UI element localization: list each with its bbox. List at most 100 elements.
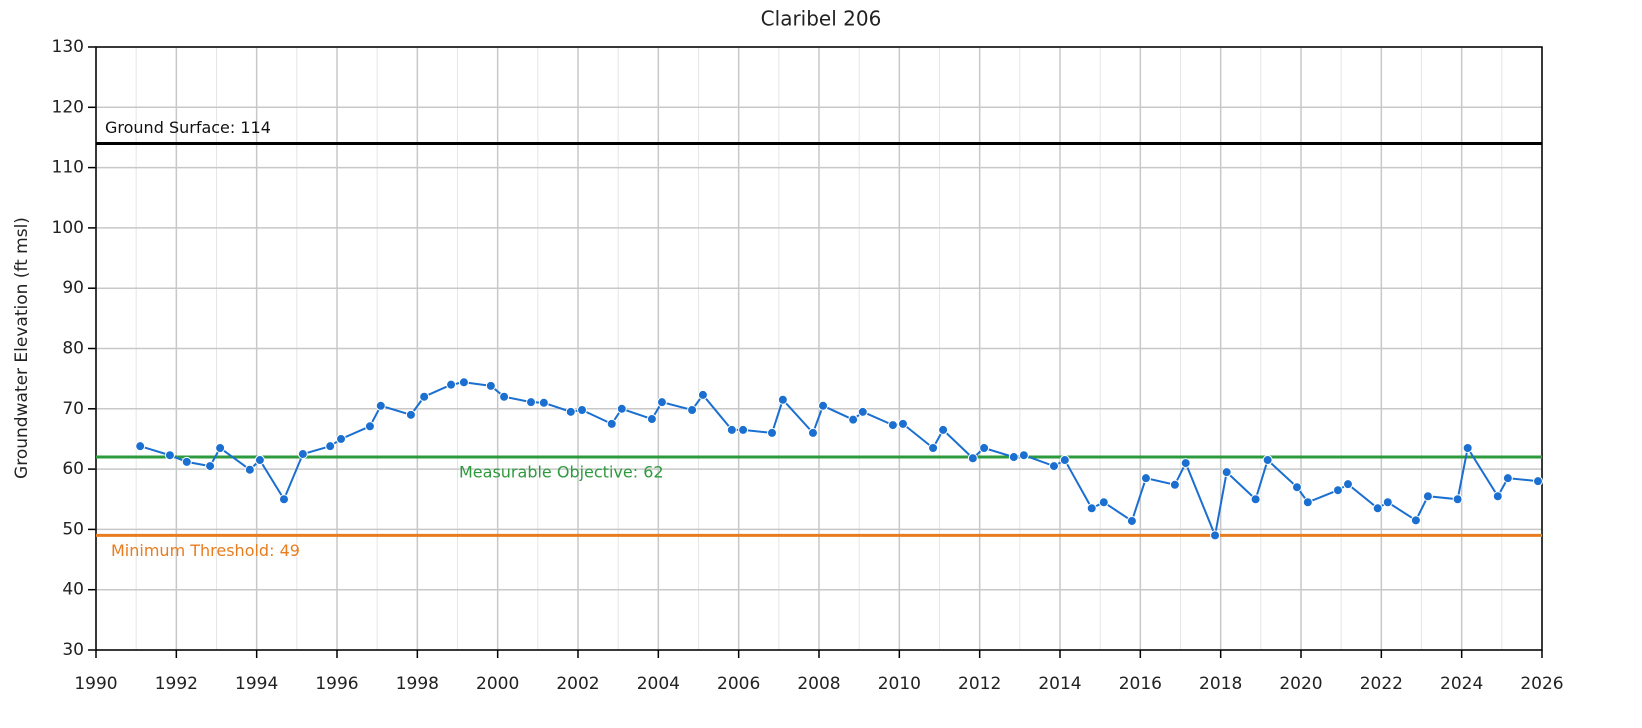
x-tick-label: 2020 bbox=[1279, 674, 1322, 694]
data-point bbox=[1532, 476, 1543, 487]
x-tick-label: 2006 bbox=[717, 674, 760, 694]
x-tick-label: 1992 bbox=[155, 674, 198, 694]
data-point bbox=[1332, 485, 1343, 496]
data-point bbox=[818, 400, 829, 411]
y-tick-label: 70 bbox=[62, 399, 84, 419]
data-point bbox=[1250, 494, 1261, 505]
data-point bbox=[164, 450, 175, 461]
data-point bbox=[767, 427, 778, 438]
x-tick-label: 2024 bbox=[1440, 674, 1483, 694]
data-point bbox=[1180, 458, 1191, 469]
data-point bbox=[1372, 503, 1383, 514]
data-point bbox=[1018, 450, 1029, 461]
data-point bbox=[1048, 461, 1059, 472]
data-point bbox=[857, 406, 868, 417]
data-point bbox=[375, 400, 386, 411]
data-point bbox=[1452, 494, 1463, 505]
x-tick-label: 2002 bbox=[556, 674, 599, 694]
series-line bbox=[139, 381, 1539, 539]
data-point bbox=[1140, 473, 1151, 484]
data-point bbox=[897, 418, 908, 429]
data-point bbox=[1342, 479, 1353, 490]
data-point bbox=[777, 394, 788, 405]
data-point bbox=[485, 380, 496, 391]
data-point bbox=[405, 409, 416, 420]
data-point bbox=[979, 442, 990, 453]
data-point bbox=[181, 456, 192, 467]
data-point bbox=[364, 421, 375, 432]
y-tick-label: 120 bbox=[52, 97, 84, 117]
x-tick-label: 2022 bbox=[1360, 674, 1403, 694]
data-point bbox=[848, 414, 859, 425]
data-point bbox=[656, 397, 667, 408]
data-point bbox=[1210, 530, 1221, 541]
x-tick-label: 1998 bbox=[396, 674, 439, 694]
data-point bbox=[1302, 497, 1313, 508]
reference-label: Minimum Threshold: 49 bbox=[111, 541, 300, 560]
data-point bbox=[325, 441, 336, 452]
x-tick-label: 2018 bbox=[1199, 674, 1242, 694]
data-point bbox=[278, 494, 289, 505]
data-point bbox=[606, 418, 617, 429]
data-point bbox=[1262, 455, 1273, 466]
data-point bbox=[1098, 497, 1109, 508]
data-point bbox=[646, 414, 657, 425]
data-point bbox=[565, 406, 576, 417]
data-point bbox=[526, 397, 537, 408]
data-point bbox=[1221, 467, 1232, 478]
data-point bbox=[1492, 491, 1503, 502]
data-point bbox=[336, 433, 347, 444]
data-point bbox=[538, 397, 549, 408]
reference-label: Measurable Objective: 62 bbox=[459, 463, 664, 482]
data-point bbox=[726, 424, 737, 435]
data-point bbox=[1382, 497, 1393, 508]
data-point bbox=[135, 441, 146, 452]
chart-title: Claribel 206 bbox=[761, 7, 882, 31]
data-point bbox=[215, 442, 226, 453]
data-point bbox=[458, 377, 469, 388]
data-point bbox=[1502, 473, 1513, 484]
x-tick-label: 2014 bbox=[1038, 674, 1081, 694]
data-point bbox=[1126, 515, 1137, 526]
y-tick-label: 30 bbox=[62, 640, 84, 660]
plot-frame bbox=[95, 46, 1543, 651]
x-tick-label: 2012 bbox=[958, 674, 1001, 694]
data-point bbox=[205, 461, 216, 472]
x-tick-label: 2000 bbox=[476, 674, 519, 694]
data-point bbox=[1169, 479, 1180, 490]
data-point bbox=[1462, 442, 1473, 453]
data-point bbox=[616, 403, 627, 414]
data-point bbox=[697, 389, 708, 400]
x-tick-label: 2016 bbox=[1119, 674, 1162, 694]
y-tick-label: 40 bbox=[62, 580, 84, 600]
y-tick-label: 50 bbox=[62, 519, 84, 539]
data-point bbox=[297, 449, 308, 460]
y-tick-label: 100 bbox=[52, 218, 84, 238]
data-point bbox=[1008, 452, 1019, 463]
data-point bbox=[577, 405, 588, 416]
x-tick-label: 2010 bbox=[878, 674, 921, 694]
data-point bbox=[446, 379, 457, 390]
data-point bbox=[1422, 491, 1433, 502]
data-point bbox=[938, 424, 949, 435]
x-tick-label: 1990 bbox=[74, 674, 117, 694]
y-tick-label: 80 bbox=[62, 339, 84, 359]
data-point bbox=[738, 424, 749, 435]
x-tick-label: 2026 bbox=[1520, 674, 1563, 694]
y-tick-label: 110 bbox=[52, 158, 84, 178]
x-tick-label: 2008 bbox=[797, 674, 840, 694]
data-point bbox=[807, 427, 818, 438]
y-tick-label: 130 bbox=[52, 37, 84, 57]
y-tick-label: 60 bbox=[62, 459, 84, 479]
y-axis-label: Groundwater Elevation (ft msl) bbox=[12, 217, 32, 479]
data-point bbox=[499, 391, 510, 402]
data-point bbox=[928, 442, 939, 453]
data-point bbox=[419, 391, 430, 402]
data-point bbox=[1291, 482, 1302, 493]
data-point bbox=[687, 405, 698, 416]
data-point bbox=[254, 455, 265, 466]
data-point bbox=[244, 464, 255, 475]
x-tick-label: 1994 bbox=[235, 674, 278, 694]
data-point bbox=[967, 453, 978, 464]
data-point bbox=[1086, 503, 1097, 514]
